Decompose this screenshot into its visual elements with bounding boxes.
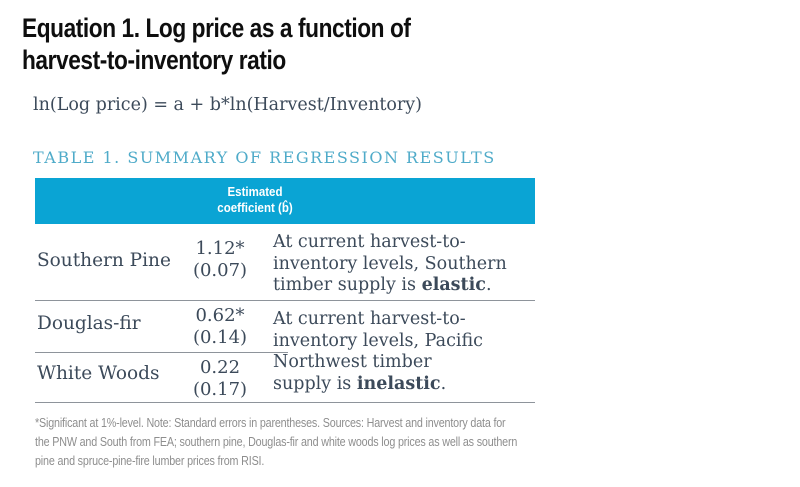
column-header-line-2: coefficient (b̂) [217, 201, 293, 215]
note-pnw-inelastic: inelastic [356, 373, 441, 394]
std-error-southern-pine: (0.07) [192, 260, 248, 281]
coefficient-cell-southern-pine: 1.12* (0.07) [170, 238, 270, 282]
regression-equation: ln(Log price) = a + b*ln(Harvest/Invento… [33, 95, 422, 115]
row-label-southern-pine: Southern Pine [37, 250, 171, 271]
footnote-line-2: the PNW and South from FEA; southern pin… [35, 435, 518, 449]
note-pnw-line-4-pre: supply is [273, 373, 357, 394]
note-southern-line-1: At current harvest-to- [273, 232, 466, 252]
page-title-line-1: Equation 1. Log price as a function of [22, 13, 411, 43]
note-southern-elastic: elastic [421, 275, 486, 295]
coefficient-value-southern-pine: 1.12* [195, 238, 245, 259]
footnote-line-3: pine and spruce-pine-fire lumber prices … [35, 454, 265, 468]
row-label-white-woods: White Woods [37, 363, 160, 384]
table-caption: TABLE 1. SUMMARY OF REGRESSION RESULTS [33, 148, 496, 167]
page-title-line-2: harvest-to-inventory ratio [22, 45, 286, 75]
coefficient-cell-douglas-fir: 0.62* (0.14) [170, 305, 270, 349]
table-footnote: *Significant at 1%-level. Note: Standard… [35, 414, 517, 471]
note-southern-line-3-pre: timber supply is [273, 275, 422, 295]
table-header-band: Estimated coefficient (b̂) [35, 178, 535, 224]
row-label-douglas-fir: Douglas-fir [37, 313, 141, 334]
footnote-line-1: *Significant at 1%-level. Note: Standard… [35, 416, 506, 430]
note-southern-line-3-post: . [485, 275, 492, 295]
note-southern-line-3: timber supply is elastic. [273, 275, 533, 297]
column-header-line-1: Estimated [227, 185, 283, 199]
note-pnw-line-4: supply is inelastic. [273, 374, 533, 396]
note-pnw-line-2: inventory levels, Pacific [273, 330, 483, 351]
coefficient-value-white-woods: 0.22 [199, 357, 241, 378]
note-pnw-line-3: Northwest timber [273, 352, 432, 372]
note-southern-timber: At current harvest-to- inventory levels,… [273, 232, 533, 297]
table-bottom-border [35, 402, 535, 403]
page-title: Equation 1. Log price as a function of h… [22, 12, 411, 76]
std-error-white-woods: (0.17) [192, 379, 248, 400]
note-southern-line-2: inventory levels, Southern [273, 253, 507, 274]
table-divider-row-1 [35, 300, 535, 301]
std-error-douglas-fir: (0.14) [192, 327, 248, 348]
note-pacific-northwest-timber: At current harvest-to- inventory levels,… [273, 309, 533, 395]
note-pnw-line-4-post: . [440, 373, 447, 394]
note-pnw-line-1: At current harvest-to- [273, 309, 466, 329]
coefficient-value-douglas-fir: 0.62* [195, 305, 245, 326]
coefficient-cell-white-woods: 0.22 (0.17) [170, 357, 270, 401]
column-header-estimated-coefficient: Estimated coefficient (b̂) [131, 184, 379, 216]
table-divider-row-2-partial [35, 352, 288, 353]
